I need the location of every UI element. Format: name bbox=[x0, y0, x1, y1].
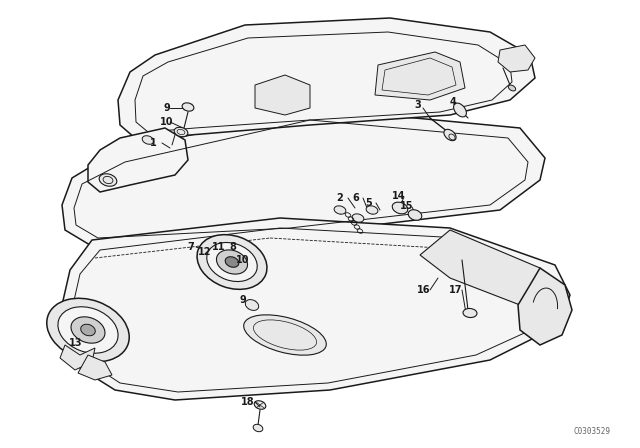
Ellipse shape bbox=[408, 210, 422, 220]
Ellipse shape bbox=[47, 298, 129, 362]
Ellipse shape bbox=[142, 136, 154, 144]
Polygon shape bbox=[420, 230, 545, 305]
Text: 10: 10 bbox=[236, 255, 250, 265]
Ellipse shape bbox=[225, 257, 239, 267]
Ellipse shape bbox=[182, 103, 194, 111]
Text: 15: 15 bbox=[400, 201, 413, 211]
Text: 9: 9 bbox=[164, 103, 170, 113]
Polygon shape bbox=[60, 345, 95, 370]
Text: 12: 12 bbox=[198, 247, 212, 257]
Polygon shape bbox=[78, 355, 112, 380]
Text: C0303529: C0303529 bbox=[573, 427, 610, 436]
Polygon shape bbox=[88, 128, 188, 192]
Ellipse shape bbox=[508, 85, 516, 91]
Ellipse shape bbox=[254, 401, 266, 409]
Ellipse shape bbox=[463, 309, 477, 318]
Polygon shape bbox=[118, 18, 535, 138]
Text: 7: 7 bbox=[188, 242, 195, 252]
Text: 4: 4 bbox=[450, 97, 456, 107]
Polygon shape bbox=[375, 52, 465, 100]
Ellipse shape bbox=[454, 103, 467, 117]
Text: 9: 9 bbox=[239, 295, 246, 305]
Text: 6: 6 bbox=[353, 193, 360, 203]
Text: 14: 14 bbox=[392, 191, 406, 201]
Ellipse shape bbox=[197, 235, 267, 289]
Text: 8: 8 bbox=[230, 242, 236, 252]
Ellipse shape bbox=[334, 206, 346, 214]
Ellipse shape bbox=[58, 307, 118, 353]
Ellipse shape bbox=[207, 242, 257, 281]
Text: 10: 10 bbox=[160, 117, 173, 127]
Ellipse shape bbox=[174, 127, 188, 137]
Text: 16: 16 bbox=[417, 285, 431, 295]
Polygon shape bbox=[62, 218, 570, 400]
Ellipse shape bbox=[99, 174, 117, 186]
Text: 13: 13 bbox=[69, 338, 83, 348]
Polygon shape bbox=[62, 108, 545, 245]
Text: 2: 2 bbox=[337, 193, 344, 203]
Polygon shape bbox=[518, 268, 572, 345]
Ellipse shape bbox=[71, 317, 105, 343]
Text: 17: 17 bbox=[449, 285, 463, 295]
Ellipse shape bbox=[245, 300, 259, 310]
Text: 5: 5 bbox=[365, 198, 372, 208]
Ellipse shape bbox=[392, 202, 408, 214]
Text: 18: 18 bbox=[241, 397, 255, 407]
Ellipse shape bbox=[244, 315, 326, 355]
Ellipse shape bbox=[366, 206, 378, 214]
Text: 1: 1 bbox=[150, 138, 156, 148]
Text: 11: 11 bbox=[212, 242, 226, 252]
Text: 3: 3 bbox=[415, 100, 421, 110]
Ellipse shape bbox=[253, 424, 263, 432]
Ellipse shape bbox=[81, 324, 95, 336]
Ellipse shape bbox=[352, 214, 364, 222]
Polygon shape bbox=[255, 75, 310, 115]
Ellipse shape bbox=[444, 129, 456, 141]
Polygon shape bbox=[498, 45, 535, 72]
Ellipse shape bbox=[216, 250, 248, 274]
